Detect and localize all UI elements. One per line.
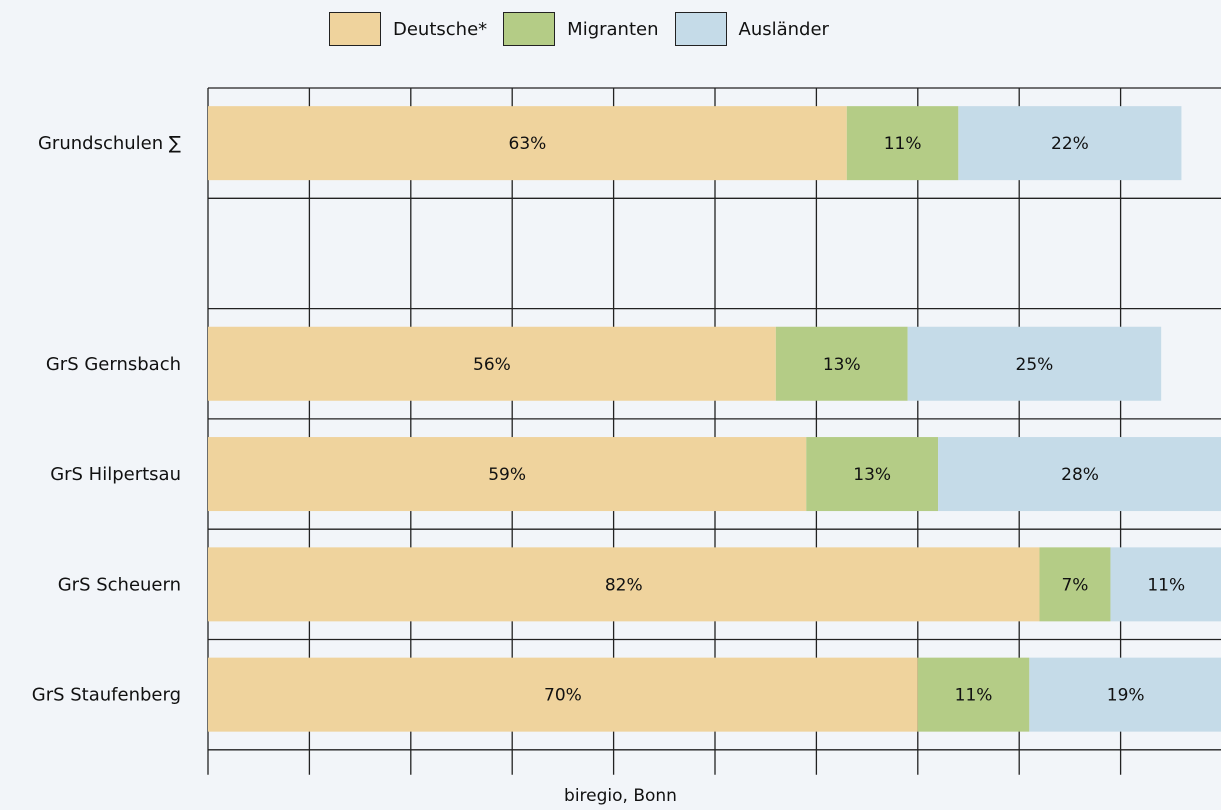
bar-label-deutsche-grs-scheuern: 82% (605, 575, 643, 595)
bar-deutsche-grs-staufenberg (208, 657, 918, 732)
legend: Deutsche* Migranten Ausländer (329, 12, 845, 46)
legend-label-deutsche: Deutsche* (393, 18, 488, 40)
category-label-grs-scheuern: GrS Scheuern (58, 574, 181, 595)
legend-label-migranten: Migranten (567, 18, 659, 40)
legend-item-migranten: Migranten (503, 12, 659, 46)
bar-migranten-grs-hilpertsau (806, 437, 939, 512)
bar-label-migranten-grs-staufenberg: 11% (955, 686, 993, 706)
bar-ausl-nder-grs-gernsbach (907, 326, 1162, 401)
source-credit: biregio, Bonn (564, 786, 677, 806)
legend-item-auslaender: Ausländer (674, 12, 829, 46)
bar-migranten-grs-scheuern (1039, 547, 1111, 622)
bar-migranten-grs-staufenberg (917, 657, 1030, 732)
bar-ausl-nder-grs-hilpertsau (938, 437, 1221, 512)
bar-label-migranten-grundschulen: 11% (884, 134, 922, 154)
bar-ausl-nder-grundschulen (958, 106, 1182, 181)
legend-swatch-auslaender (674, 12, 727, 46)
legend-label-auslaender: Ausländer (738, 18, 829, 40)
legend-swatch-migranten (503, 12, 556, 46)
bar-migranten-grs-gernsbach (775, 326, 908, 401)
bar-ausl-nder-grs-scheuern (1110, 547, 1221, 622)
bar-label-migranten-grs-gernsbach: 13% (823, 355, 861, 375)
bar-label-ausl-nder-grs-scheuern: 11% (1147, 575, 1185, 595)
bar-label-ausl-nder-grs-hilpertsau: 28% (1061, 465, 1099, 485)
bar-label-deutsche-grs-hilpertsau: 59% (488, 465, 526, 485)
bar-deutsche-grundschulen (208, 106, 847, 181)
bar-deutsche-grs-hilpertsau (208, 437, 807, 512)
bar-migranten-grundschulen (846, 106, 959, 181)
bar-label-deutsche-grs-gernsbach: 56% (473, 355, 511, 375)
bar-deutsche-grs-scheuern (208, 547, 1040, 622)
legend-swatch-deutsche (329, 12, 381, 46)
bar-label-deutsche-grs-staufenberg: 70% (544, 686, 582, 706)
bar-label-migranten-grs-hilpertsau: 13% (853, 465, 891, 485)
category-label-grs-hilpertsau: GrS Hilpertsau (50, 464, 181, 485)
bar-label-ausl-nder-grundschulen: 22% (1051, 134, 1089, 154)
bar-ausl-nder-grs-staufenberg (1029, 657, 1221, 732)
legend-item-deutsche: Deutsche* (329, 12, 487, 46)
bar-label-ausl-nder-grs-staufenberg: 19% (1107, 686, 1145, 706)
stacked-bar-chart: 63% 11% 22% Grundschulen ∑ 56% 13% 25% GrS Gern… (32, 87, 1221, 775)
bar-label-deutsche-grundschulen: 63% (509, 134, 547, 154)
category-label-grundschulen: Grundschulen ∑ (38, 133, 181, 154)
category-label-grs-staufenberg: GrS Staufenberg (32, 685, 181, 706)
bar-deutsche-grs-gernsbach (208, 326, 776, 401)
bar-label-ausl-nder-grs-gernsbach: 25% (1016, 355, 1054, 375)
bar-label-migranten-grs-scheuern: 7% (1061, 575, 1088, 595)
category-label-grs-gernsbach: GrS Gernsbach (46, 354, 181, 375)
